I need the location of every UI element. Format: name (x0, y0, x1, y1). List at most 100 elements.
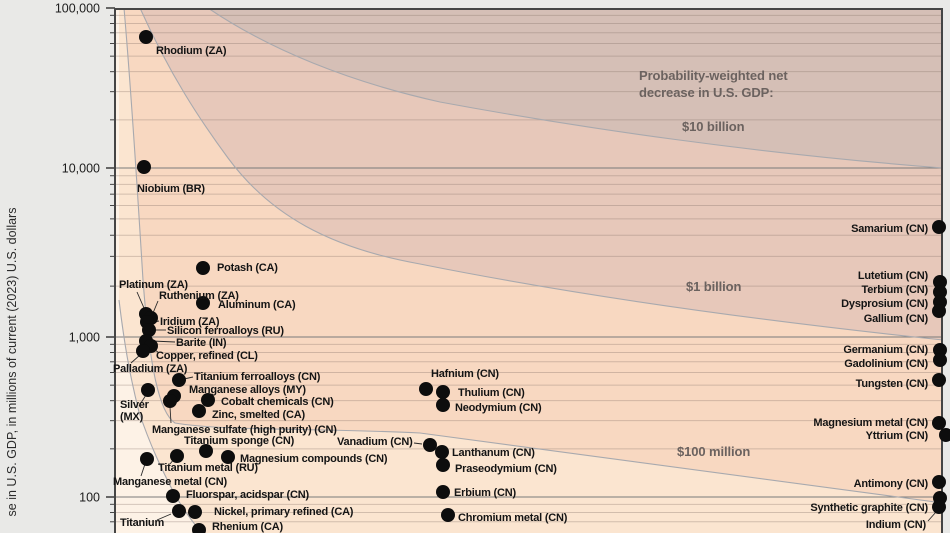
leader-manganese-sulfate-high-purity-cn (169, 406, 172, 424)
band-above-10-billion (208, 8, 943, 168)
point-label-dysprosium-cn: Dysprosium (CN) (841, 298, 928, 310)
data-point-titanium-metal-ru (170, 449, 184, 463)
point-label-chromium-metal-cn: Chromium metal (CN) (458, 512, 568, 524)
point-label-nickel-primary-refined-ca: Nickel, primary refined (CA) (214, 506, 354, 518)
data-point-lutetium-cn (933, 275, 947, 289)
tick-label-1,000: 1,000 (69, 331, 100, 345)
data-point-silicon-ferroalloys-ru (142, 323, 156, 337)
point-label-fluorspar-acidspar-cn: Fluorspar, acidspar (CN) (186, 489, 309, 501)
leader-platinum-za (136, 291, 145, 309)
data-point-zinc-smelted-ca (192, 404, 206, 418)
data-point-potash-ca (196, 261, 210, 275)
point-label-palladium-za: Palladium (ZA) (113, 363, 188, 375)
data-point-vanadium-cn (423, 438, 437, 452)
point-label-potash-ca: Potash (CA) (217, 262, 278, 274)
data-point-terbium-cn (933, 285, 947, 299)
tick-label-100: 100 (79, 491, 100, 505)
data-point-manganese-sulfate-high-purity-cn (163, 394, 177, 408)
leader-manganese-metal-cn (140, 463, 146, 477)
iso-curve-10-million (118, 299, 203, 533)
y-axis-ticks (106, 7, 115, 523)
iso-curve-1-billion (139, 8, 943, 341)
annotation-heading: decrease in U.S. GDP: (639, 85, 773, 100)
data-point-aluminum-ca (196, 296, 210, 310)
data-point-palladium-za (136, 344, 150, 358)
point-label-platinum-za: Platinum (ZA) (119, 279, 188, 291)
iso-curve-10-billion (207, 8, 943, 169)
point-label-manganese-metal-cn: Manganese metal (CN) (113, 476, 228, 488)
data-point-praseodymium-cn (436, 458, 450, 472)
leader-ruthenium-za (152, 300, 159, 314)
point-label-ruthenium-za: Ruthenium (ZA) (159, 290, 239, 302)
point-label-indium-cn: Indium (CN) (866, 519, 927, 531)
point-label-titanium-ferroalloys-cn: Titanium ferroalloys (CN) (194, 371, 321, 383)
data-point-niobium-br (137, 160, 151, 174)
data-point-antimony-cn (932, 475, 946, 489)
leader-titanium (156, 513, 172, 521)
point-label-thulium-cn: Thulium (CN) (458, 387, 525, 399)
point-label-vanadium-cn: Vanadium (CN) (337, 436, 413, 448)
point-label-antimony-cn: Antimony (CN) (854, 478, 929, 490)
data-point-manganese-metal-cn (140, 452, 154, 466)
tick-label-100,000: 100,000 (55, 2, 100, 16)
point-label-silver-mx: Silver (120, 399, 150, 411)
tick-label-10,000: 10,000 (62, 162, 100, 176)
data-point-fluorspar-acidspar-cn (166, 489, 180, 503)
point-label-gadolinium-cn: Gadolinium (CN) (844, 358, 928, 370)
point-label-zinc-smelted-ca: Zinc, smelted (CA) (212, 409, 306, 421)
data-point-nickel-primary-refined-ca (188, 505, 202, 519)
point-label-cobalt-chemicals-cn: Cobalt chemicals (CN) (221, 396, 334, 408)
point-label-titanium-sponge-cn: Titanium sponge (CN) (184, 435, 295, 447)
data-point-gallium-cn (932, 304, 946, 318)
point-label-tungsten-cn: Tungsten (CN) (856, 378, 929, 390)
point-label-copper-refined-cl: Copper, refined (CL) (156, 350, 258, 362)
y-axis-title: se in U.S. GDP, in millions of current (… (5, 208, 19, 517)
data-point-cobalt-chemicals-cn (201, 393, 215, 407)
point-label-yttrium-cn: Yttrium (CN) (866, 430, 929, 442)
data-point-titanium-sponge-cn (199, 444, 213, 458)
point-label-titanium-metal-ru: Titanium metal (RU) (158, 462, 258, 474)
point-label-iridium-za: Iridium (ZA) (160, 316, 220, 328)
data-point-silver-mx (141, 383, 155, 397)
data-point-germanium-cn (933, 343, 947, 357)
data-point-yttrium-cn (939, 428, 950, 442)
point-label-gallium-cn: Gallium (CN) (864, 313, 929, 325)
point-label-manganese-sulfate-high-purity-cn: Manganese sulfate (high purity) (CN) (152, 424, 337, 436)
point-label-erbium-cn: Erbium (CN) (454, 487, 517, 499)
data-point-indium-cn (932, 500, 946, 514)
iso-curve-100-million (123, 8, 943, 504)
data-point-erbium-cn (436, 485, 450, 499)
point-label-rhodium-za: Rhodium (ZA) (156, 45, 227, 57)
major-gridlines (115, 167, 942, 498)
leader-silver-mx (138, 394, 147, 407)
point-label-terbium-cn: Terbium (CN) (862, 284, 929, 296)
data-point-titanium (172, 504, 186, 518)
annotation-band-label: $100 million (677, 444, 750, 459)
data-point-samarium-cn (932, 220, 946, 234)
data-point-gadolinium-cn (933, 353, 947, 367)
point-label-silver-mx: (MX) (120, 411, 144, 423)
point-label-neodymium-cn: Neodymium (CN) (455, 402, 542, 414)
y-axis-tick-labels: 100,000 10,000 1,000 100 (55, 2, 100, 505)
minor-gridlines (115, 14, 942, 523)
point-label-lanthanum-cn: Lanthanum (CN) (452, 447, 535, 459)
point-label-synthetic-graphite-cn: Synthetic graphite (CN) (810, 502, 928, 514)
point-label-magnesium-metal-cn: Magnesium metal (CN) (813, 417, 928, 429)
point-labels: Rhodium (ZA) Niobium (BR) Potash (CA) Alumi… (113, 45, 929, 533)
point-label-manganese-alloys-my: Manganese alloys (MY) (189, 384, 306, 396)
iso-curves (118, 8, 943, 533)
data-point-thulium-cn (436, 385, 450, 399)
data-point-lanthanum-cn (435, 445, 449, 459)
point-label-germanium-cn: Germanium (CN) (843, 344, 928, 356)
data-points (136, 30, 950, 533)
point-label-hafnium-cn: Hafnium (CN) (431, 368, 499, 380)
point-label-titanium: Titanium (120, 517, 164, 529)
point-label-praseodymium-cn: Praseodymium (CN) (455, 463, 557, 475)
annotation-heading: Probability-weighted net (639, 68, 788, 83)
data-point-magnesium-compounds-cn (221, 450, 235, 464)
data-point-chromium-metal-cn (441, 508, 455, 522)
data-point-neodymium-cn (436, 398, 450, 412)
point-label-lutetium-cn: Lutetium (CN) (858, 270, 929, 282)
annotation-band-label: $1 billion (686, 279, 742, 294)
